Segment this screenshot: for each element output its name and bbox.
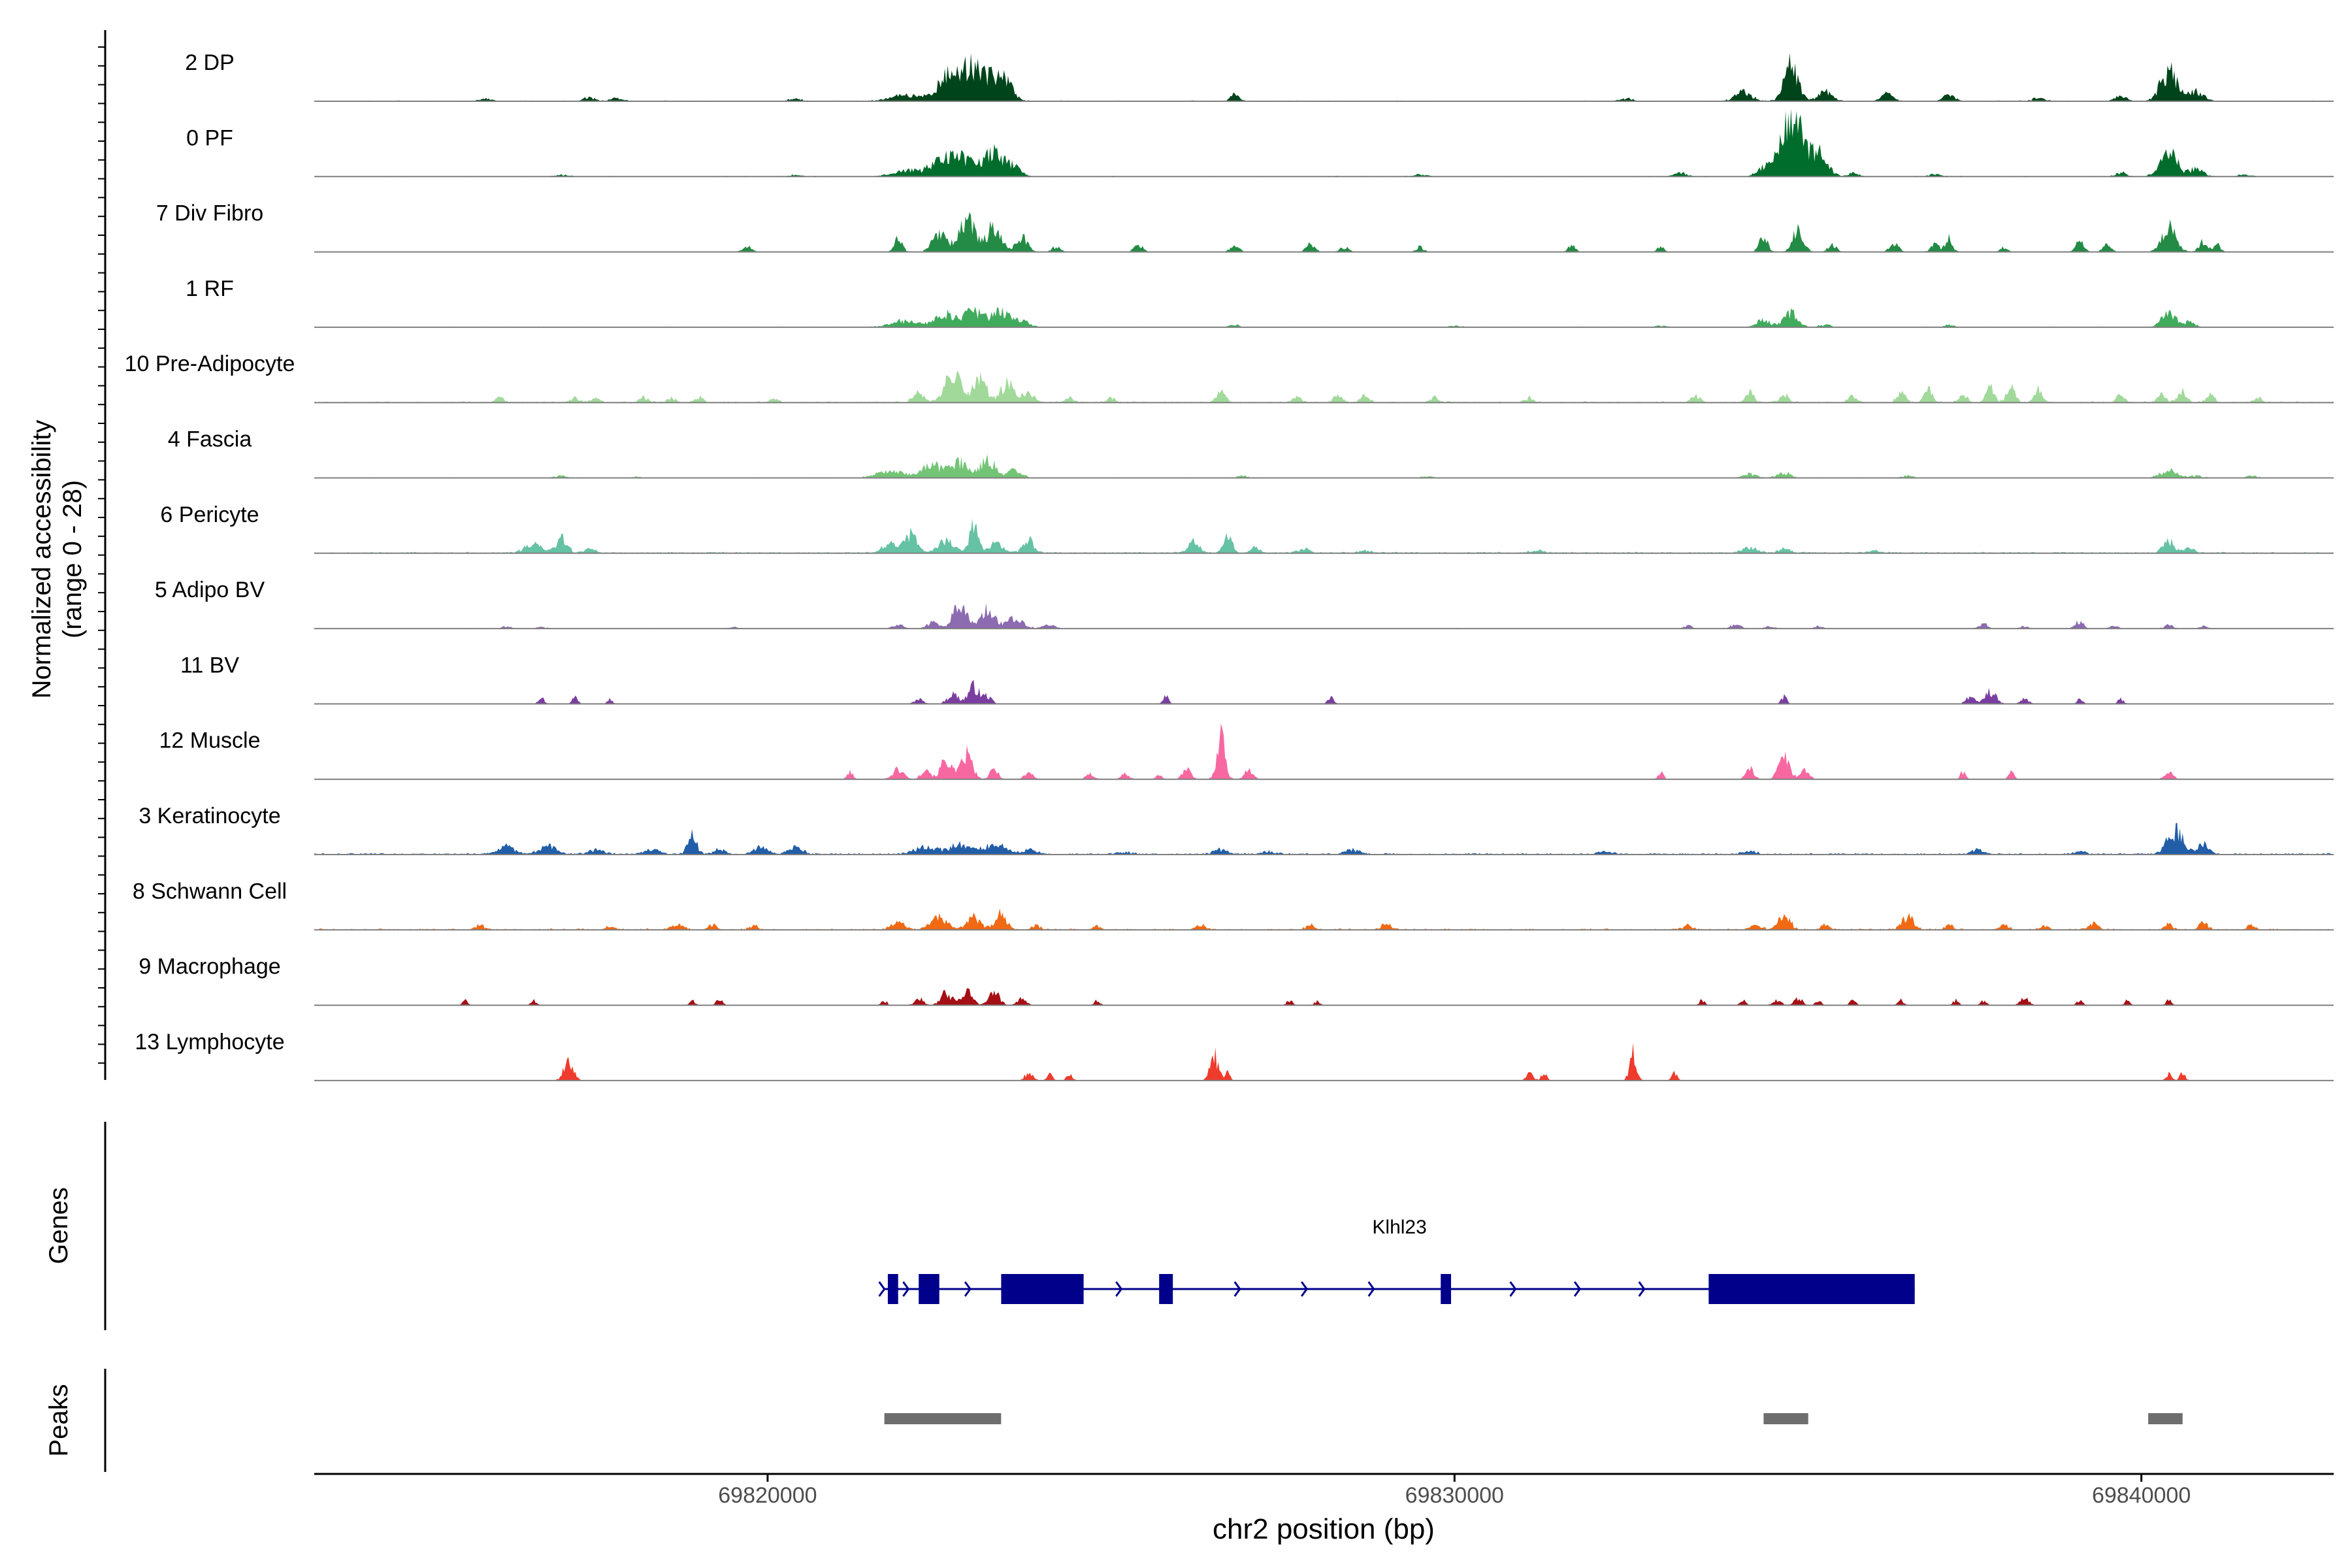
strand-arrow	[1638, 1281, 1646, 1297]
strand-arrow	[1115, 1281, 1123, 1297]
gene-exon	[1708, 1274, 1915, 1304]
track-signal-area	[314, 908, 2334, 930]
strand-arrow	[1233, 1281, 1241, 1297]
track-5: 10 Pre-Adipocyte	[125, 351, 2334, 404]
track-9: 11 BV	[180, 653, 2334, 705]
track-1: 2 DP	[185, 50, 2334, 102]
track-14: 13 Lymphocyte	[135, 1030, 2334, 1081]
strand-arrow	[1509, 1281, 1517, 1297]
track-label: 12 Muscle	[159, 728, 261, 753]
track-11: 3 Keratinocyte	[139, 804, 2334, 855]
track-label: 3 Keratinocyte	[139, 804, 280, 828]
gene-exon	[1001, 1274, 1084, 1304]
track-6: 4 Fascia	[168, 427, 2334, 479]
peaks-panel-label: Peaks	[44, 1384, 73, 1456]
track-label: 1 RF	[186, 276, 234, 301]
y-axis-label: Normalized accessibility	[27, 420, 56, 699]
gene-exon	[1441, 1274, 1451, 1304]
peak-region	[1763, 1413, 1808, 1424]
track-signal-area	[314, 823, 2334, 855]
peak-regions-track	[884, 1413, 2183, 1424]
track-signal-area	[314, 108, 2334, 177]
track-signal-area	[314, 679, 2334, 704]
track-signal-area	[314, 518, 2334, 553]
peak-region	[884, 1413, 1002, 1424]
track-label: 5 Adipo BV	[155, 578, 265, 602]
track-signal-area	[314, 370, 2334, 403]
track-label: 11 BV	[180, 653, 239, 678]
track-13: 9 Macrophage	[139, 955, 2334, 1006]
x-tick-label: 69820000	[718, 1483, 817, 1508]
gene-name-label: Klhl23	[1372, 1217, 1426, 1238]
peak-region	[2148, 1413, 2183, 1424]
x-tick-label: 69840000	[2092, 1483, 2191, 1508]
track-signal-area	[314, 306, 2334, 327]
track-signal-area	[314, 454, 2334, 478]
track-signal-area	[314, 988, 2334, 1005]
gene-exon	[919, 1274, 939, 1304]
track-4: 1 RF	[186, 276, 2334, 328]
track-signal-area	[314, 603, 2334, 629]
x-axis-ticks: 69820000 69830000 69840000	[718, 1474, 2191, 1508]
genes-panel-label: Genes	[44, 1187, 73, 1264]
track-label: 13 Lymphocyte	[135, 1030, 284, 1054]
x-axis-label: chr2 position (bp)	[1213, 1513, 1435, 1545]
y-axis-minor-ticks	[98, 46, 105, 1064]
strand-arrow	[878, 1281, 886, 1297]
track-signal-area	[314, 212, 2334, 252]
track-label: 8 Schwann Cell	[133, 879, 287, 904]
track-3: 7 Div Fibro	[156, 201, 2334, 253]
strand-arrow	[1301, 1281, 1309, 1297]
strand-arrow	[902, 1281, 910, 1297]
track-label: 2 DP	[185, 50, 235, 75]
track-10: 12 Muscle	[159, 723, 2334, 780]
y-axis-range-label: (range 0 - 28)	[58, 480, 87, 638]
gene-exon	[887, 1274, 898, 1304]
track-label: 6 Pericyte	[160, 502, 259, 527]
track-signal-area	[314, 53, 2334, 101]
track-label: 7 Div Fibro	[156, 201, 263, 226]
track-label: 0 PF	[186, 125, 233, 150]
strand-arrow	[1573, 1281, 1581, 1297]
track-8: 5 Adipo BV	[155, 578, 2334, 630]
accessibility-tracks: 2 DP 0 PF 7 Div Fibro 1 RF 10 Pre-Adipocyte 4…	[125, 50, 2334, 1081]
gene-exon	[1159, 1274, 1173, 1304]
track-signal-area	[314, 1043, 2334, 1081]
gene-model-track: Klhl23	[878, 1217, 1915, 1304]
track-12: 8 Schwann Cell	[133, 879, 2334, 931]
track-signal-area	[314, 723, 2334, 779]
strand-arrow	[1367, 1281, 1375, 1297]
strand-arrow	[964, 1281, 972, 1297]
x-tick-label: 69830000	[1405, 1483, 1504, 1508]
track-label: 9 Macrophage	[139, 955, 280, 979]
gene-Klhl23: Klhl23	[878, 1217, 1915, 1304]
track-7: 6 Pericyte	[160, 502, 2334, 554]
track-label: 4 Fascia	[168, 427, 252, 452]
track-label: 10 Pre-Adipocyte	[125, 351, 295, 376]
track-2: 0 PF	[186, 108, 2334, 178]
